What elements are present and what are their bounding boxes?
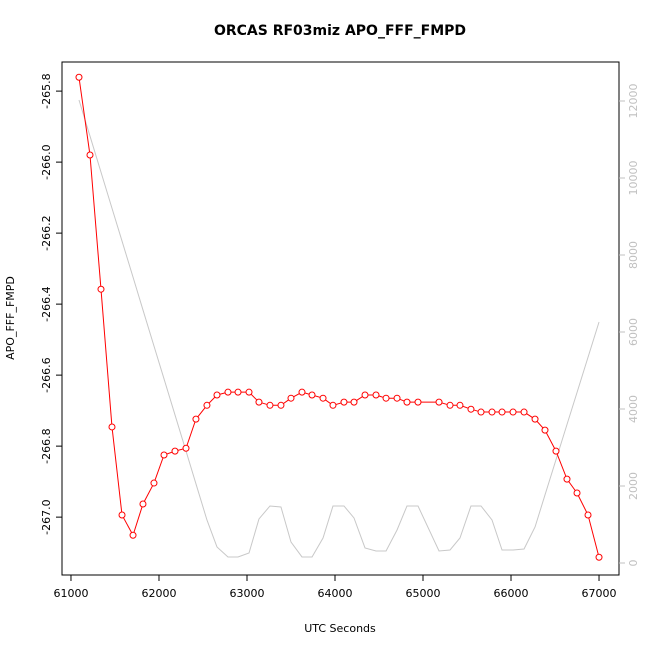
point xyxy=(277,401,285,409)
y-tick-label: -267.0 xyxy=(40,499,53,534)
point xyxy=(75,73,83,81)
point xyxy=(203,401,211,409)
y-tick-label: -266.0 xyxy=(40,144,53,179)
y2-tick-label: 12000 xyxy=(627,83,640,118)
y-tick-label: -266.4 xyxy=(40,286,53,321)
point xyxy=(308,391,316,399)
point xyxy=(446,401,454,409)
point xyxy=(224,388,232,396)
point xyxy=(372,391,380,399)
point xyxy=(150,479,158,487)
point xyxy=(541,426,549,434)
point xyxy=(329,401,337,409)
point xyxy=(139,500,147,508)
x-axis-label: UTC Seconds xyxy=(304,622,376,635)
point xyxy=(552,447,560,455)
point xyxy=(287,394,295,402)
y-tick-label: -266.6 xyxy=(40,357,53,392)
y2-tick-label: 6000 xyxy=(627,318,640,346)
point xyxy=(361,391,369,399)
point xyxy=(382,394,390,402)
point xyxy=(108,423,116,431)
point xyxy=(477,408,485,416)
point xyxy=(266,401,274,409)
y-tick-label: -266.2 xyxy=(40,215,53,250)
point xyxy=(234,388,242,396)
point xyxy=(393,394,401,402)
point xyxy=(192,415,200,423)
point xyxy=(403,398,411,406)
y2-tick-label: 8000 xyxy=(627,241,640,269)
point xyxy=(255,398,263,406)
point xyxy=(456,401,464,409)
point xyxy=(488,408,496,416)
point xyxy=(118,511,126,519)
x-tick-label: 66000 xyxy=(494,587,529,600)
y-axis-label: APO_FFF_FMPD xyxy=(4,276,17,360)
y-tick-label: -265.8 xyxy=(40,73,53,108)
point xyxy=(129,531,137,539)
x-tick-label: 63000 xyxy=(229,587,264,600)
point xyxy=(160,451,168,459)
point xyxy=(213,391,221,399)
chart-title: ORCAS RF03miz APO_FFF_FMPD xyxy=(214,23,466,39)
point xyxy=(573,489,581,497)
point xyxy=(498,408,506,416)
x-tick-label: 64000 xyxy=(317,587,352,600)
y2-tick-label: 4000 xyxy=(627,395,640,423)
point xyxy=(298,388,306,396)
point xyxy=(563,475,571,483)
line xyxy=(78,77,600,558)
y2-tick-label: 10000 xyxy=(627,160,640,195)
point xyxy=(467,405,475,413)
point xyxy=(520,408,528,416)
point xyxy=(531,415,539,423)
point xyxy=(414,398,422,406)
x-tick-label: 61000 xyxy=(53,587,88,600)
point xyxy=(245,388,253,396)
x-tick-label: 65000 xyxy=(406,587,441,600)
point xyxy=(86,151,94,159)
x-tick-label: 62000 xyxy=(141,587,176,600)
point xyxy=(509,408,517,416)
point xyxy=(319,394,327,402)
plot-frame xyxy=(61,61,620,576)
y2-line xyxy=(78,99,600,558)
point xyxy=(340,398,348,406)
point xyxy=(97,285,105,293)
point xyxy=(595,553,603,561)
point xyxy=(171,447,179,455)
y2-tick-label: 0 xyxy=(627,559,640,566)
point xyxy=(584,511,592,519)
y-tick-label: -266.8 xyxy=(40,428,53,463)
x-tick-label: 67000 xyxy=(582,587,617,600)
y2-tick-label: 2000 xyxy=(627,472,640,500)
point xyxy=(350,398,358,406)
point xyxy=(435,398,443,406)
point xyxy=(182,444,190,452)
